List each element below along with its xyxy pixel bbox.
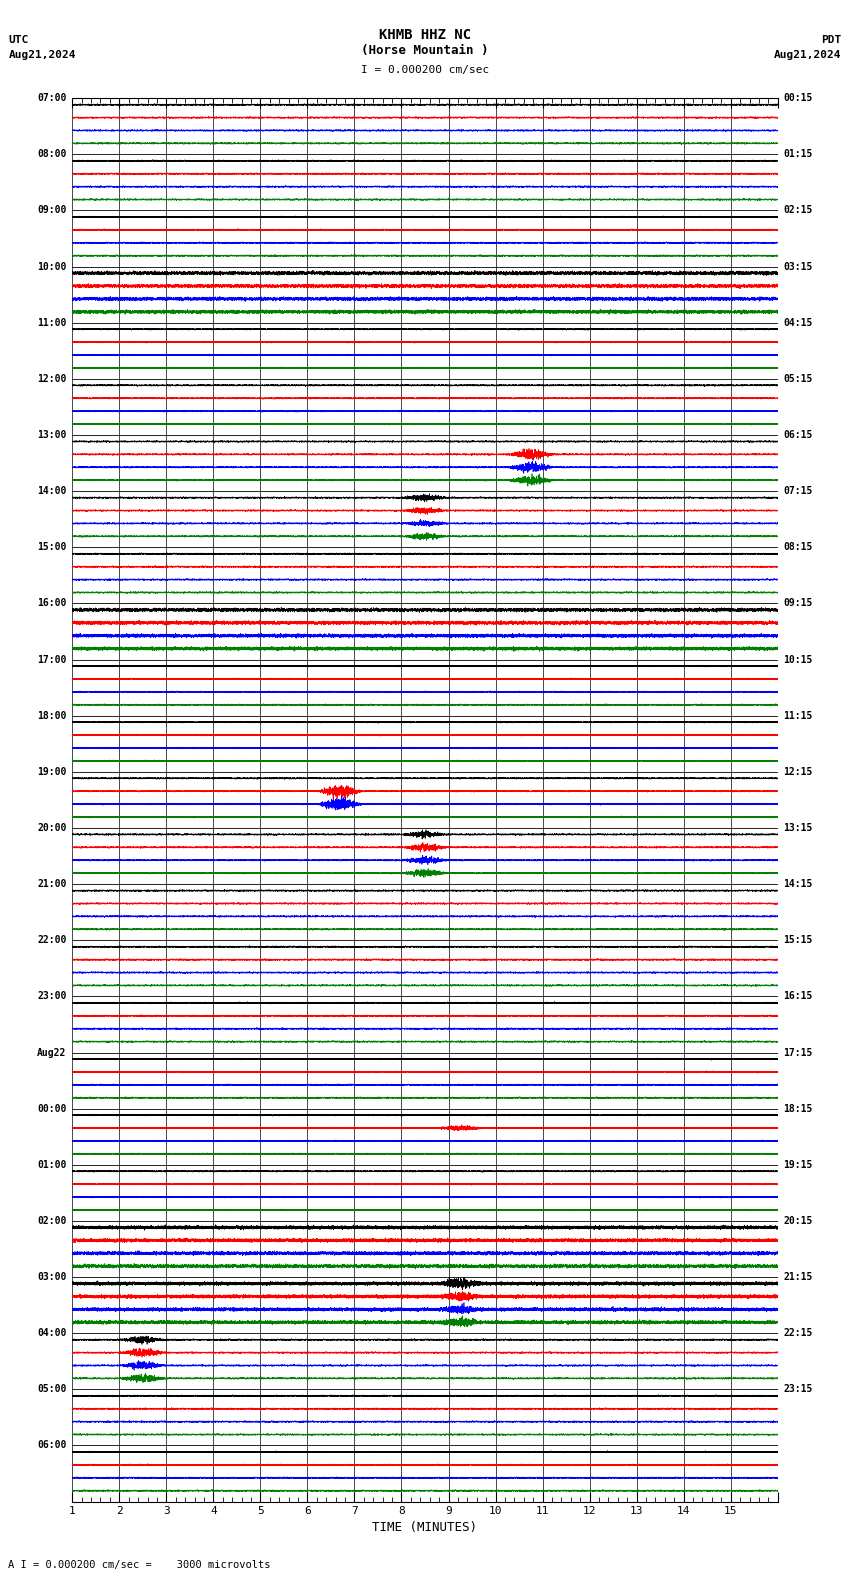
Text: 15:15: 15:15 (784, 935, 813, 946)
Text: 01:15: 01:15 (784, 149, 813, 160)
Text: 04:00: 04:00 (37, 1329, 66, 1338)
Text: 09:00: 09:00 (37, 206, 66, 215)
Text: 00:00: 00:00 (37, 1104, 66, 1114)
Text: 08:00: 08:00 (37, 149, 66, 160)
Text: KHMB HHZ NC: KHMB HHZ NC (379, 29, 471, 41)
Text: 02:15: 02:15 (784, 206, 813, 215)
Text: 05:00: 05:00 (37, 1384, 66, 1394)
Text: 21:00: 21:00 (37, 879, 66, 889)
Text: Aug22: Aug22 (37, 1047, 66, 1058)
Text: 23:15: 23:15 (784, 1384, 813, 1394)
Text: 22:00: 22:00 (37, 935, 66, 946)
Text: I = 0.000200 cm/sec: I = 0.000200 cm/sec (361, 65, 489, 74)
Text: 16:00: 16:00 (37, 599, 66, 608)
Text: UTC: UTC (8, 35, 29, 44)
Text: 18:15: 18:15 (784, 1104, 813, 1114)
Text: 00:15: 00:15 (784, 93, 813, 103)
Text: 07:00: 07:00 (37, 93, 66, 103)
Text: 23:00: 23:00 (37, 992, 66, 1001)
Text: 06:00: 06:00 (37, 1440, 66, 1451)
Text: 11:15: 11:15 (784, 711, 813, 721)
Text: 16:15: 16:15 (784, 992, 813, 1001)
Text: Aug21,2024: Aug21,2024 (774, 51, 842, 60)
Text: 17:15: 17:15 (784, 1047, 813, 1058)
Text: 03:15: 03:15 (784, 261, 813, 271)
Text: 20:00: 20:00 (37, 824, 66, 833)
Text: (Horse Mountain ): (Horse Mountain ) (361, 44, 489, 57)
Text: 11:00: 11:00 (37, 318, 66, 328)
Text: 07:15: 07:15 (784, 486, 813, 496)
Text: 13:15: 13:15 (784, 824, 813, 833)
Text: 10:15: 10:15 (784, 654, 813, 665)
Text: PDT: PDT (821, 35, 842, 44)
Text: 08:15: 08:15 (784, 542, 813, 553)
Text: 22:15: 22:15 (784, 1329, 813, 1338)
Text: Aug21,2024: Aug21,2024 (8, 51, 76, 60)
Text: 20:15: 20:15 (784, 1217, 813, 1226)
Text: 12:15: 12:15 (784, 767, 813, 776)
Text: 01:00: 01:00 (37, 1159, 66, 1171)
Text: 10:00: 10:00 (37, 261, 66, 271)
Text: 13:00: 13:00 (37, 429, 66, 440)
X-axis label: TIME (MINUTES): TIME (MINUTES) (372, 1521, 478, 1533)
Text: 03:00: 03:00 (37, 1272, 66, 1281)
Text: A I = 0.000200 cm/sec =    3000 microvolts: A I = 0.000200 cm/sec = 3000 microvolts (8, 1560, 271, 1570)
Text: 06:15: 06:15 (784, 429, 813, 440)
Text: 05:15: 05:15 (784, 374, 813, 383)
Text: 17:00: 17:00 (37, 654, 66, 665)
Text: 14:00: 14:00 (37, 486, 66, 496)
Text: 15:00: 15:00 (37, 542, 66, 553)
Text: 21:15: 21:15 (784, 1272, 813, 1281)
Text: 19:15: 19:15 (784, 1159, 813, 1171)
Text: 04:15: 04:15 (784, 318, 813, 328)
Text: 02:00: 02:00 (37, 1217, 66, 1226)
Text: 09:15: 09:15 (784, 599, 813, 608)
Text: 12:00: 12:00 (37, 374, 66, 383)
Text: 14:15: 14:15 (784, 879, 813, 889)
Text: 18:00: 18:00 (37, 711, 66, 721)
Text: 19:00: 19:00 (37, 767, 66, 776)
